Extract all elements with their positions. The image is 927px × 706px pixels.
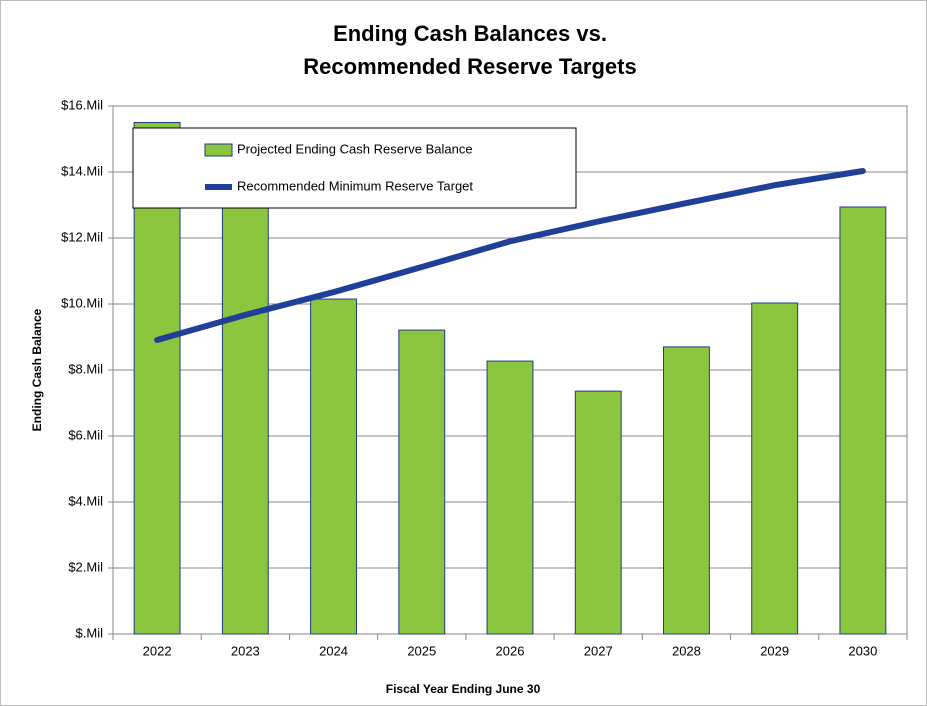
x-tick-label: 2025 [407, 643, 436, 658]
chart-title: Recommended Reserve Targets [303, 54, 636, 79]
x-tick-label: 2023 [231, 643, 260, 658]
x-axis-title: Fiscal Year Ending June 30 [386, 682, 541, 696]
bar [839, 206, 887, 635]
y-tick-label: $.Mil [76, 625, 104, 640]
y-tick-label: $12.Mil [61, 229, 103, 244]
bar [486, 360, 534, 635]
legend-box [132, 127, 577, 209]
legend-label: Recommended Minimum Reserve Target [237, 178, 473, 193]
x-tick-label: 2030 [848, 643, 877, 658]
x-tick-label: 2028 [672, 643, 701, 658]
x-tick-label: 2026 [496, 643, 525, 658]
y-tick-label: $16.Mil [61, 97, 103, 112]
bar [310, 298, 357, 635]
bar [398, 329, 446, 635]
y-tick-label: $2.Mil [68, 559, 103, 574]
legend-label: Projected Ending Cash Reserve Balance [237, 141, 473, 156]
bar [663, 346, 710, 635]
x-tick-label: 2024 [319, 643, 348, 658]
x-tick-label: 2029 [760, 643, 789, 658]
chart-title: Ending Cash Balances vs. [333, 21, 607, 46]
x-tick-label: 2027 [584, 643, 613, 658]
bar [574, 390, 622, 635]
line [154, 168, 866, 343]
y-tick-label: $4.Mil [68, 493, 103, 508]
y-axis-title: Ending Cash Balance [30, 308, 44, 431]
bar [221, 138, 269, 635]
y-tick-label: $6.Mil [68, 427, 103, 442]
legend-swatch [204, 143, 233, 157]
bar [751, 302, 799, 635]
y-tick-label: $10.Mil [61, 295, 103, 310]
y-tick-label: $8.Mil [68, 361, 103, 376]
x-tick-label: 2022 [143, 643, 172, 658]
y-tick-label: $14.Mil [61, 163, 103, 178]
legend: Projected Ending Cash Reserve Balance Rec… [132, 127, 577, 209]
